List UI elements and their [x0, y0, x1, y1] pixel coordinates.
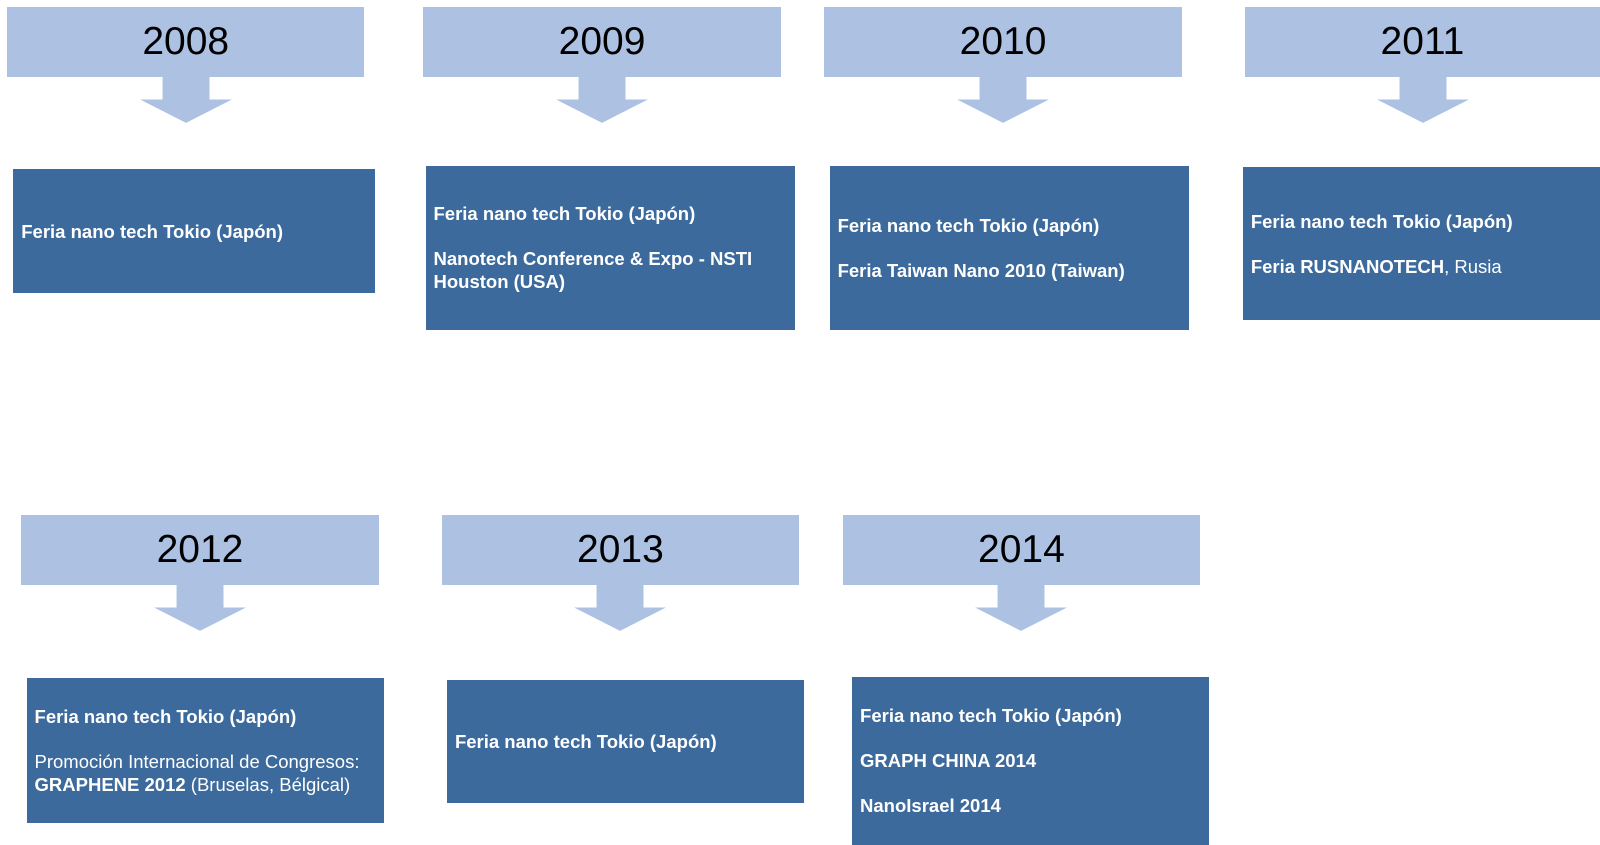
event-box: Feria nano tech Tokio (Japón)	[13, 169, 376, 293]
event: Feria nano tech Tokio (Japón)	[21, 220, 367, 243]
event-box: Feria nano tech Tokio (Japón) Promoción I…	[26, 677, 384, 824]
arrow	[556, 76, 648, 123]
event-text: GRAPHENE 2012	[34, 774, 186, 795]
arrow	[154, 584, 246, 631]
year-header: 2013	[441, 515, 799, 585]
event-text: Promoción Internacional de Congresos:	[34, 751, 360, 772]
event: NanoIsrael 2014	[860, 794, 1201, 817]
event: GRAPH CHINA 2014	[860, 749, 1201, 772]
event-text: , Rusia	[1444, 255, 1502, 277]
event-text: Feria nano tech Tokio (Japón)	[454, 730, 717, 752]
event: Feria nano tech Tokio (Japón)	[1251, 210, 1592, 233]
arrow	[957, 76, 1049, 123]
event-text: Feria nano tech Tokio (Japón)	[34, 706, 297, 727]
event-text: (Bruselas, Bélgical)	[185, 774, 351, 795]
year-header: 2008	[7, 7, 365, 77]
event: Feria nano tech Tokio (Japón)	[434, 202, 787, 225]
year-header: 2011	[1244, 7, 1600, 77]
year-header: 2010	[824, 7, 1182, 77]
event: Feria nano tech Tokio (Japón)	[35, 705, 376, 728]
event: Feria nano tech Tokio (Japón)	[455, 730, 796, 753]
event-text: Feria nano tech Tokio (Japón)	[433, 203, 696, 225]
arrow-shape	[139, 76, 232, 123]
event-box: Feria nano tech Tokio (Japón) Feria Taiwa…	[829, 166, 1189, 330]
event-text: Feria nano tech Tokio (Japón)	[21, 220, 284, 242]
arrow-shape	[975, 584, 1068, 631]
event: Feria nano tech Tokio (Japón)	[860, 704, 1201, 727]
event-text: Feria nano tech Tokio (Japón)	[1250, 210, 1513, 232]
event: Feria RUSNANOTECH, Rusia	[1251, 255, 1592, 278]
arrow	[975, 584, 1068, 631]
event: Nanotech Conference & Expo - NSTI Housto…	[434, 247, 787, 293]
arrow-shape	[957, 76, 1049, 123]
year-header: 2012	[21, 515, 379, 585]
event-text: Feria RUSNANOTECH	[1250, 255, 1445, 277]
arrow-shape	[1377, 76, 1470, 123]
event-text: Feria nano tech Tokio (Japón)	[860, 705, 1122, 727]
event: Promoción Internacional de Congresos: GR…	[35, 750, 376, 796]
event-text: GRAPH CHINA 2014	[860, 750, 1037, 772]
arrow	[1377, 76, 1470, 123]
year-header: 2009	[423, 7, 781, 77]
arrow-shape	[574, 584, 667, 631]
event-box: Feria nano tech Tokio (Japón)	[446, 679, 805, 804]
event-box: Feria nano tech Tokio (Japón) Feria RUSNA…	[1242, 167, 1600, 321]
event-text: Nanotech Conference & Expo - NSTI Housto…	[433, 248, 753, 293]
event-text: NanoIsrael 2014	[860, 795, 1001, 817]
arrow-shape	[556, 76, 648, 123]
event-box: Feria nano tech Tokio (Japón) Nanotech Co…	[425, 166, 795, 330]
year-header: 2014	[842, 515, 1200, 585]
event-text: Feria nano tech Tokio (Japón)	[837, 214, 1100, 236]
event-text: Feria Taiwan Nano 2010 (Taiwan)	[837, 259, 1125, 281]
event: Feria nano tech Tokio (Japón)	[838, 214, 1181, 237]
event: Feria Taiwan Nano 2010 (Taiwan)	[838, 259, 1181, 282]
arrow-shape	[154, 584, 246, 631]
event-box: Feria nano tech Tokio (Japón) GRAPH CHINA…	[852, 676, 1210, 845]
arrow	[139, 76, 232, 123]
arrow	[574, 584, 667, 631]
